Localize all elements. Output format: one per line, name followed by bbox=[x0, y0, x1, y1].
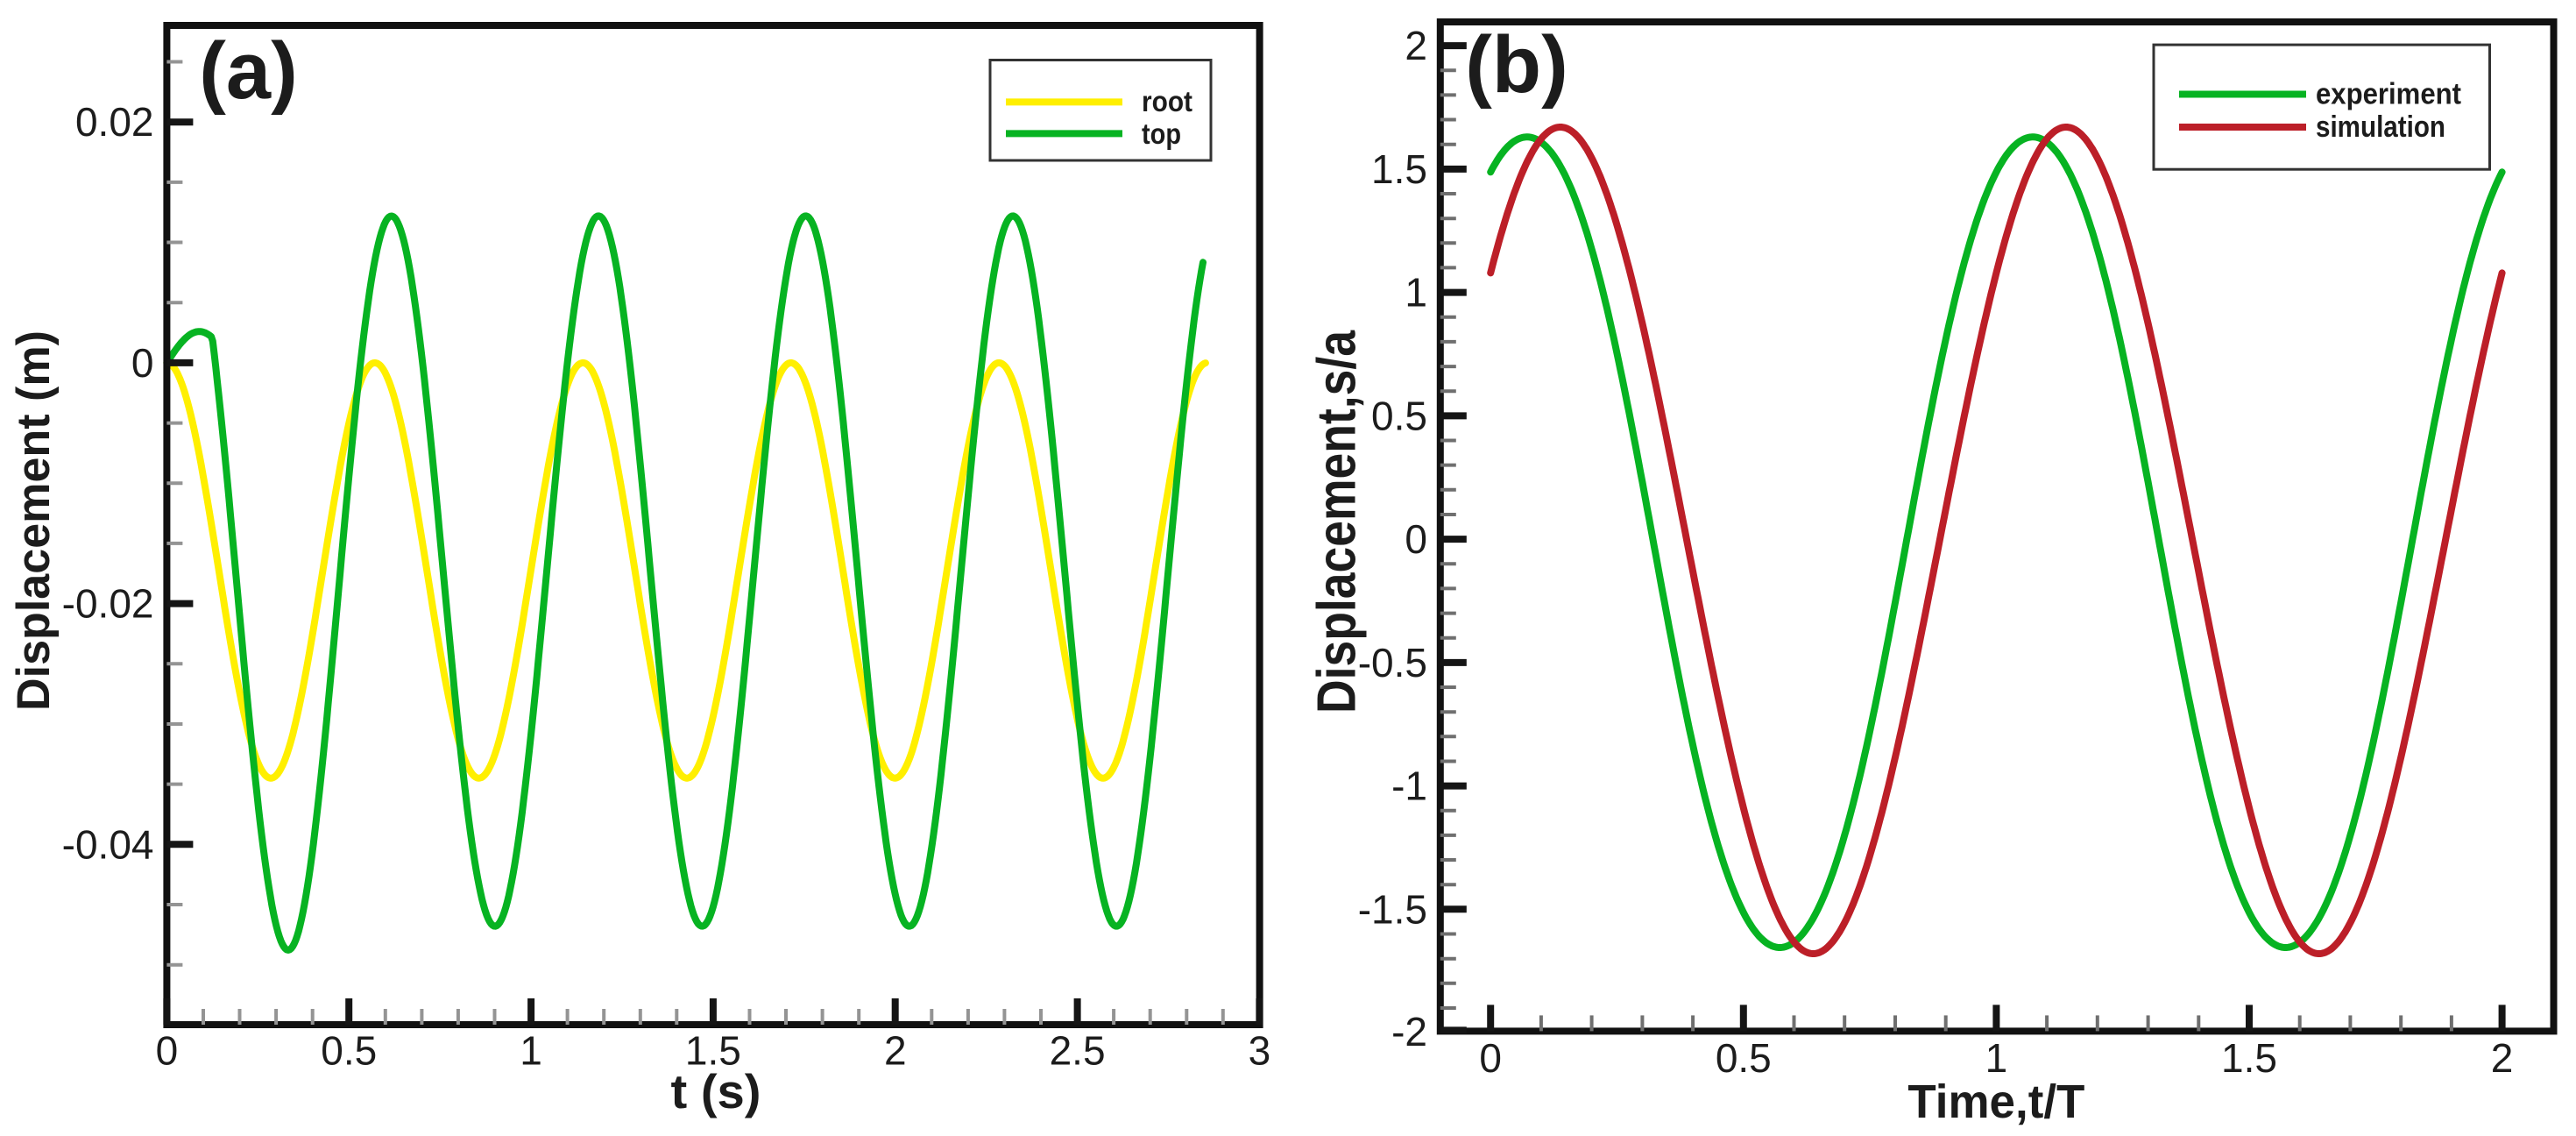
svg-text:-1: -1 bbox=[1391, 763, 1427, 809]
svg-text:0: 0 bbox=[131, 340, 154, 386]
svg-text:0: 0 bbox=[156, 1028, 179, 1074]
svg-text:-2: -2 bbox=[1391, 1009, 1427, 1054]
svg-text:1: 1 bbox=[1405, 270, 1427, 316]
svg-text:0: 0 bbox=[1405, 516, 1427, 562]
svg-text:-1.5: -1.5 bbox=[1358, 886, 1427, 932]
svg-text:2: 2 bbox=[2491, 1035, 2514, 1081]
svg-text:0.5: 0.5 bbox=[1716, 1035, 1772, 1081]
svg-text:1: 1 bbox=[1985, 1035, 2008, 1081]
svg-text:-0.5: -0.5 bbox=[1358, 640, 1427, 685]
svg-text:Time,t/T: Time,t/T bbox=[1907, 1076, 2084, 1128]
svg-text:0.5: 0.5 bbox=[1371, 393, 1427, 438]
svg-text:-0.04: -0.04 bbox=[62, 821, 154, 867]
svg-text:(b): (b) bbox=[1465, 20, 1568, 110]
svg-text:2: 2 bbox=[884, 1028, 907, 1074]
svg-text:1.5: 1.5 bbox=[685, 1028, 741, 1074]
svg-text:-0.02: -0.02 bbox=[62, 581, 154, 627]
svg-text:1.5: 1.5 bbox=[1371, 146, 1427, 192]
svg-text:Displacement,s/a: Displacement,s/a bbox=[1307, 330, 1368, 714]
svg-text:simulation: simulation bbox=[2316, 110, 2445, 144]
svg-text:Displacement (m): Displacement (m) bbox=[8, 330, 60, 711]
svg-text:0.02: 0.02 bbox=[75, 99, 154, 145]
svg-text:0.5: 0.5 bbox=[321, 1028, 377, 1074]
svg-text:0: 0 bbox=[1479, 1035, 1502, 1081]
svg-text:2: 2 bbox=[1405, 23, 1427, 68]
svg-text:t (s): t (s) bbox=[671, 1064, 761, 1118]
svg-text:2.5: 2.5 bbox=[1050, 1028, 1106, 1074]
svg-text:(a): (a) bbox=[199, 26, 297, 116]
svg-text:root: root bbox=[1142, 85, 1192, 117]
svg-text:experiment: experiment bbox=[2316, 78, 2461, 111]
svg-text:top: top bbox=[1142, 117, 1181, 150]
svg-text:3: 3 bbox=[1249, 1028, 1271, 1074]
svg-text:1: 1 bbox=[520, 1028, 542, 1074]
svg-text:1.5: 1.5 bbox=[2221, 1035, 2277, 1081]
